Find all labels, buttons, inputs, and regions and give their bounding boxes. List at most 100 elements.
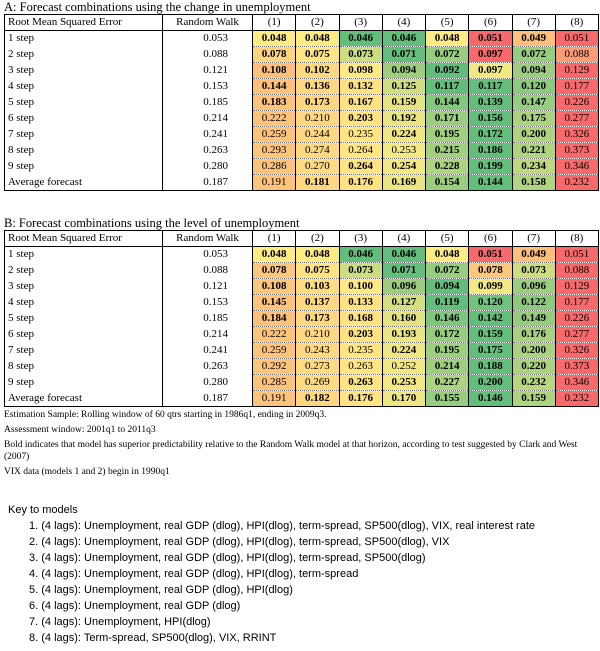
column-header: (5) — [424, 14, 470, 31]
model-value: 0.129 — [554, 278, 600, 295]
row-label: 1 step — [4, 30, 163, 47]
model-value: 0.173 — [295, 310, 340, 327]
random-walk-value: 0.153 — [162, 294, 253, 311]
model-value: 0.226 — [554, 94, 600, 111]
model-value: 0.096 — [381, 278, 427, 295]
row-label: 5 step — [4, 94, 163, 111]
model-value: 0.274 — [295, 142, 340, 159]
model-value: 0.144 — [424, 94, 470, 111]
model-value: 0.234 — [511, 158, 556, 175]
row-label: 3 step — [4, 278, 163, 295]
column-header: (3) — [338, 230, 383, 247]
model-value: 0.071 — [381, 46, 427, 63]
panel-title: A: Forecast combinations using the chang… — [4, 0, 311, 14]
column-header: (4) — [381, 230, 427, 247]
model-value: 0.144 — [468, 174, 513, 191]
column-header: (4) — [381, 14, 427, 31]
column-header: (6) — [468, 14, 513, 31]
model-value: 0.326 — [554, 126, 600, 143]
model-value: 0.183 — [251, 94, 297, 111]
model-value: 0.277 — [554, 326, 600, 343]
row-label: Average forecast — [4, 174, 163, 191]
model-value: 0.235 — [338, 126, 383, 143]
table-row: 2 step 0.088 0.078 0.075 0.073 0.071 0.072 0.07… — [4, 262, 600, 279]
model-value: 0.051 — [468, 246, 513, 263]
model-value: 0.099 — [468, 278, 513, 295]
model-value: 0.103 — [295, 278, 340, 295]
model-value: 0.172 — [468, 126, 513, 143]
model-value: 0.159 — [381, 94, 427, 111]
model-value: 0.046 — [338, 30, 383, 47]
model-value: 0.373 — [554, 358, 600, 375]
model-value: 0.263 — [338, 374, 383, 391]
model-value: 0.117 — [424, 78, 470, 95]
column-header: Random Walk — [162, 230, 253, 247]
table-row: 5 step 0.185 0.184 0.173 0.168 0.160 0.146 0.14… — [4, 310, 600, 327]
model-value: 0.129 — [554, 62, 600, 79]
model-value: 0.228 — [424, 158, 470, 175]
results-table: Root Mean Squared Error Random Walk (1) (2)… — [4, 230, 600, 407]
model-value: 0.048 — [251, 30, 297, 47]
model-value: 0.046 — [381, 30, 427, 47]
model-value: 0.346 — [554, 374, 600, 391]
model-value: 0.078 — [468, 262, 513, 279]
model-value: 0.346 — [554, 158, 600, 175]
column-header: Root Mean Squared Error — [4, 14, 163, 31]
model-value: 0.193 — [381, 326, 427, 343]
random-walk-value: 0.241 — [162, 126, 253, 143]
model-value: 0.200 — [468, 374, 513, 391]
model-value: 0.235 — [338, 342, 383, 359]
random-walk-value: 0.121 — [162, 278, 253, 295]
column-header: Root Mean Squared Error — [4, 230, 163, 247]
table-row: 8 step 0.263 0.292 0.273 0.263 0.252 0.214 0.18… — [4, 358, 600, 375]
model-value: 0.155 — [424, 390, 470, 407]
random-walk-value: 0.280 — [162, 158, 253, 175]
model-value: 0.088 — [554, 46, 600, 63]
random-walk-value: 0.053 — [162, 30, 253, 47]
key-item: 5. (4 lags): Unemployment, real GDP (dlo… — [29, 584, 293, 596]
column-header: (6) — [468, 230, 513, 247]
model-value: 0.182 — [295, 390, 340, 407]
key-item: 7. (4 lags): Unemployment, HPI(dlog) — [29, 616, 211, 628]
model-value: 0.136 — [295, 78, 340, 95]
table-row: 1 step 0.053 0.048 0.048 0.046 0.046 0.048 0.05… — [4, 30, 600, 47]
table-row: Average forecast 0.187 0.191 0.181 0.176 0.16… — [4, 174, 600, 191]
model-value: 0.215 — [424, 142, 470, 159]
model-value: 0.177 — [554, 78, 600, 95]
model-value: 0.048 — [295, 30, 340, 47]
row-label: 3 step — [4, 62, 163, 79]
column-header: (8) — [554, 230, 600, 247]
model-value: 0.232 — [511, 374, 556, 391]
model-value: 0.149 — [511, 310, 556, 327]
row-label: 6 step — [4, 110, 163, 127]
model-value: 0.122 — [511, 294, 556, 311]
model-value: 0.051 — [468, 30, 513, 47]
key-item: 6. (4 lags): Unemployment, real GDP (dlo… — [29, 600, 241, 612]
model-value: 0.214 — [424, 358, 470, 375]
model-value: 0.277 — [554, 110, 600, 127]
model-value: 0.046 — [338, 246, 383, 263]
model-value: 0.227 — [424, 374, 470, 391]
model-value: 0.144 — [251, 78, 297, 95]
model-value: 0.186 — [468, 142, 513, 159]
model-value: 0.073 — [338, 46, 383, 63]
model-value: 0.244 — [295, 126, 340, 143]
results-table: Root Mean Squared Error Random Walk (1) (2)… — [4, 14, 600, 191]
column-header: Random Walk — [162, 14, 253, 31]
model-value: 0.075 — [295, 46, 340, 63]
model-value: 0.048 — [424, 30, 470, 47]
model-value: 0.269 — [295, 374, 340, 391]
model-value: 0.169 — [381, 174, 427, 191]
model-value: 0.253 — [381, 374, 427, 391]
model-value: 0.137 — [295, 294, 340, 311]
model-value: 0.120 — [468, 294, 513, 311]
model-value: 0.222 — [251, 110, 297, 127]
model-value: 0.285 — [251, 374, 297, 391]
model-value: 0.156 — [468, 110, 513, 127]
table-row: 7 step 0.241 0.259 0.244 0.235 0.224 0.195 0.17… — [4, 126, 600, 143]
model-value: 0.286 — [251, 158, 297, 175]
table-row: 4 step 0.153 0.144 0.136 0.132 0.125 0.117 0.11… — [4, 78, 600, 95]
model-value: 0.259 — [251, 126, 297, 143]
model-value: 0.203 — [338, 110, 383, 127]
model-value: 0.170 — [381, 390, 427, 407]
